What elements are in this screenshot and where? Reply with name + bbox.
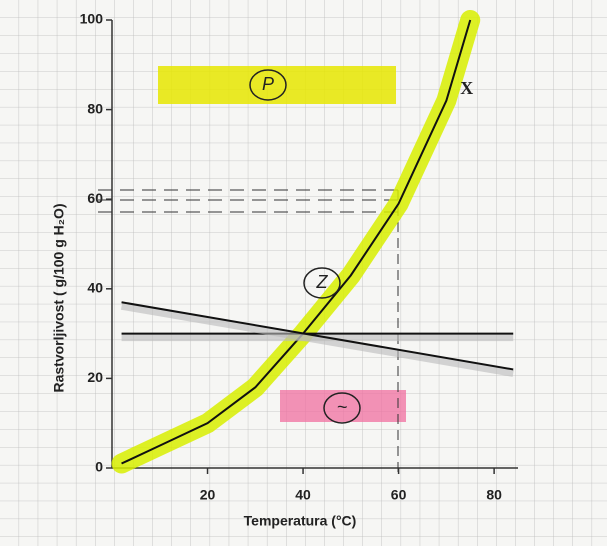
y-tick-label: 100 bbox=[80, 11, 104, 27]
x-axis-label: Temperatura (°C) bbox=[244, 513, 357, 529]
annotation: ~ bbox=[337, 397, 348, 417]
x-tick-label: 60 bbox=[391, 487, 407, 503]
y-tick-label: 0 bbox=[95, 459, 103, 475]
annotation-circle bbox=[249, 69, 287, 101]
y-tick-label: 40 bbox=[87, 280, 103, 296]
annotation-circle bbox=[303, 267, 341, 299]
x-tick-label: 80 bbox=[486, 487, 502, 503]
y-tick-label: 80 bbox=[87, 100, 103, 116]
y-axis-label: Rastvorljivost ( g/100 g H₂O) bbox=[51, 203, 67, 392]
annotation-circle bbox=[323, 392, 361, 424]
x-tick-label: 20 bbox=[200, 487, 216, 503]
annotation: Z bbox=[316, 272, 329, 292]
y-tick-label: 60 bbox=[87, 190, 103, 206]
series-label: X bbox=[460, 78, 473, 98]
y-tick-label: 20 bbox=[87, 369, 103, 385]
highlight bbox=[280, 390, 406, 422]
line bbox=[121, 301, 514, 371]
x-tick-label: 40 bbox=[295, 487, 311, 503]
annotation: P bbox=[262, 74, 274, 94]
line-shadow bbox=[120, 302, 514, 377]
